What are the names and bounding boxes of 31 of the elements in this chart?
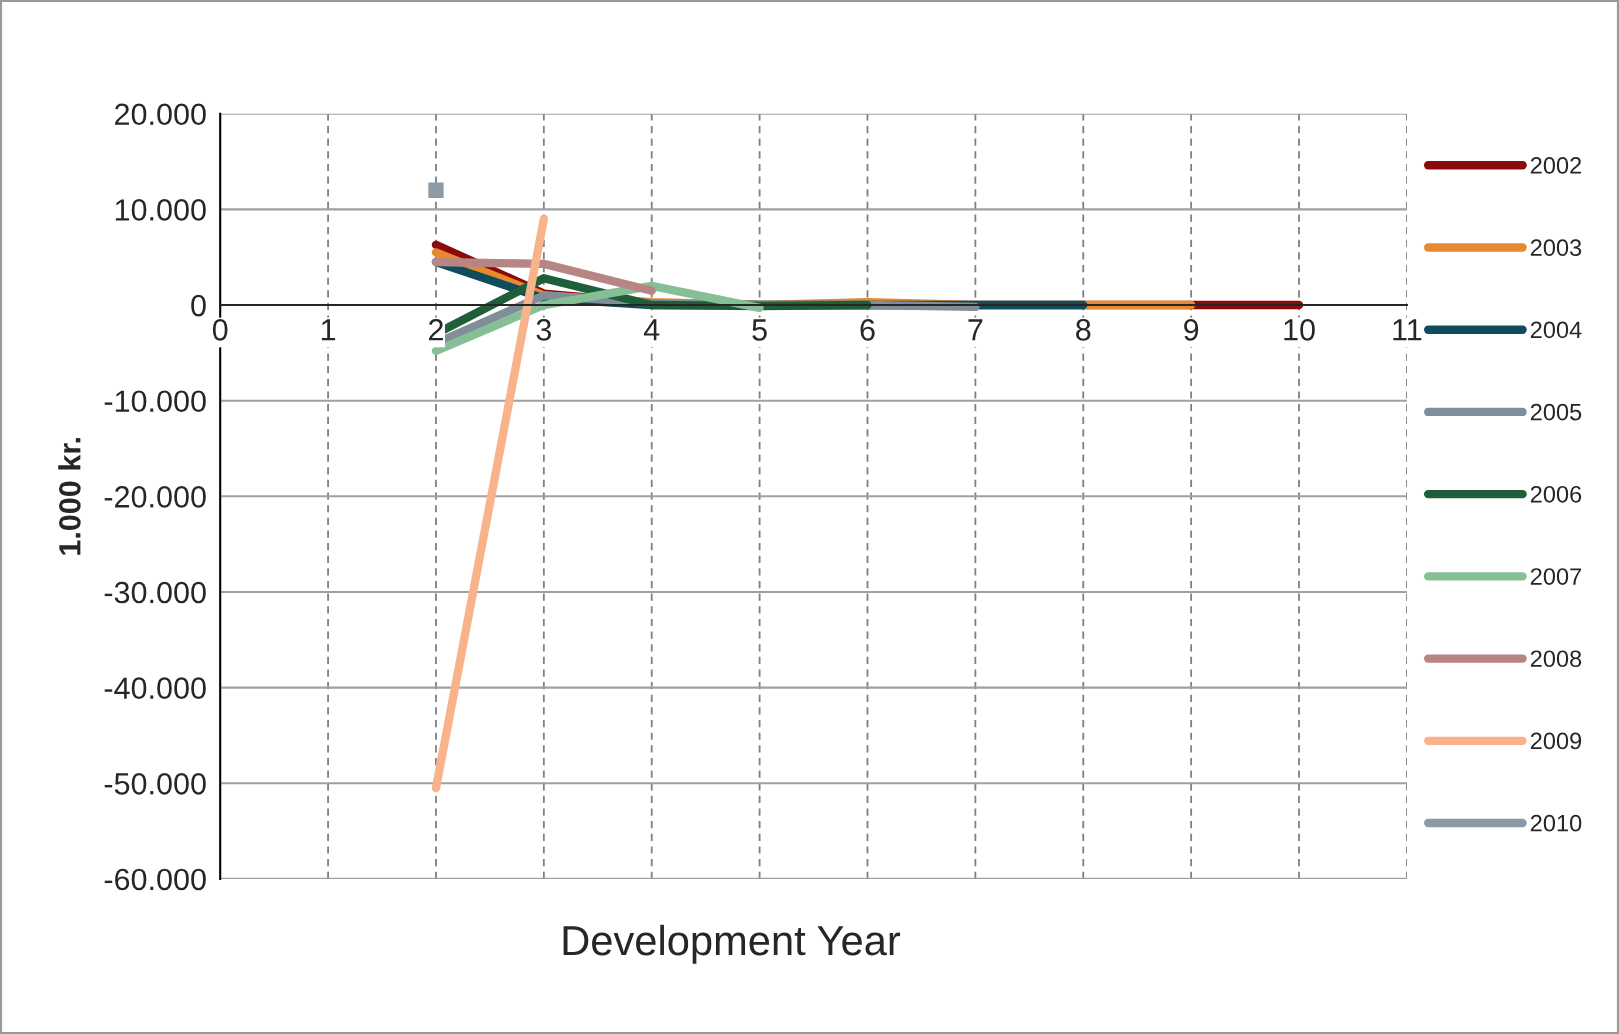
- legend-label: 2003: [1530, 239, 1582, 256]
- x-tick-label: 6: [860, 319, 875, 341]
- y-tick-label: -40.000: [104, 677, 206, 699]
- legend-label: 2002: [1530, 157, 1582, 174]
- y-tick-label: 10.000: [115, 199, 206, 221]
- legend-label: 2009: [1530, 732, 1582, 750]
- x-tick-label: 0: [212, 319, 228, 341]
- y-tick-label: 20.000: [115, 103, 206, 126]
- x-tick-label: 11: [1393, 319, 1422, 341]
- x-tick-label: 8: [1076, 319, 1091, 341]
- y-tick-label: -30.000: [104, 581, 206, 604]
- x-tick-label: 5: [752, 319, 767, 341]
- y-tick-label: -60.000: [104, 868, 206, 891]
- x-tick-label: 9: [1184, 319, 1199, 341]
- y-axis-title: 1.000 kr.: [58, 438, 81, 555]
- x-axis-title: Development Year: [563, 924, 901, 964]
- x-tick-label: 10: [1284, 319, 1315, 341]
- legend-label: 2004: [1530, 321, 1582, 339]
- y-tick-label: -10.000: [104, 390, 206, 413]
- x-tick-label: 3: [536, 319, 551, 341]
- x-tick-label: 7: [968, 319, 983, 341]
- y-tick-label: 0: [191, 294, 206, 317]
- x-tick-label: 1: [321, 319, 336, 341]
- legend-label: 2007: [1530, 568, 1582, 585]
- legend-label: 2008: [1530, 650, 1582, 668]
- legend-label: 2010: [1530, 814, 1582, 832]
- x-tick-label: 4: [643, 319, 660, 341]
- legend-label: 2006: [1530, 485, 1582, 503]
- y-tick-label: -20.000: [104, 486, 206, 508]
- y-tick-label: -50.000: [104, 772, 206, 795]
- legend-label: 2005: [1530, 403, 1582, 421]
